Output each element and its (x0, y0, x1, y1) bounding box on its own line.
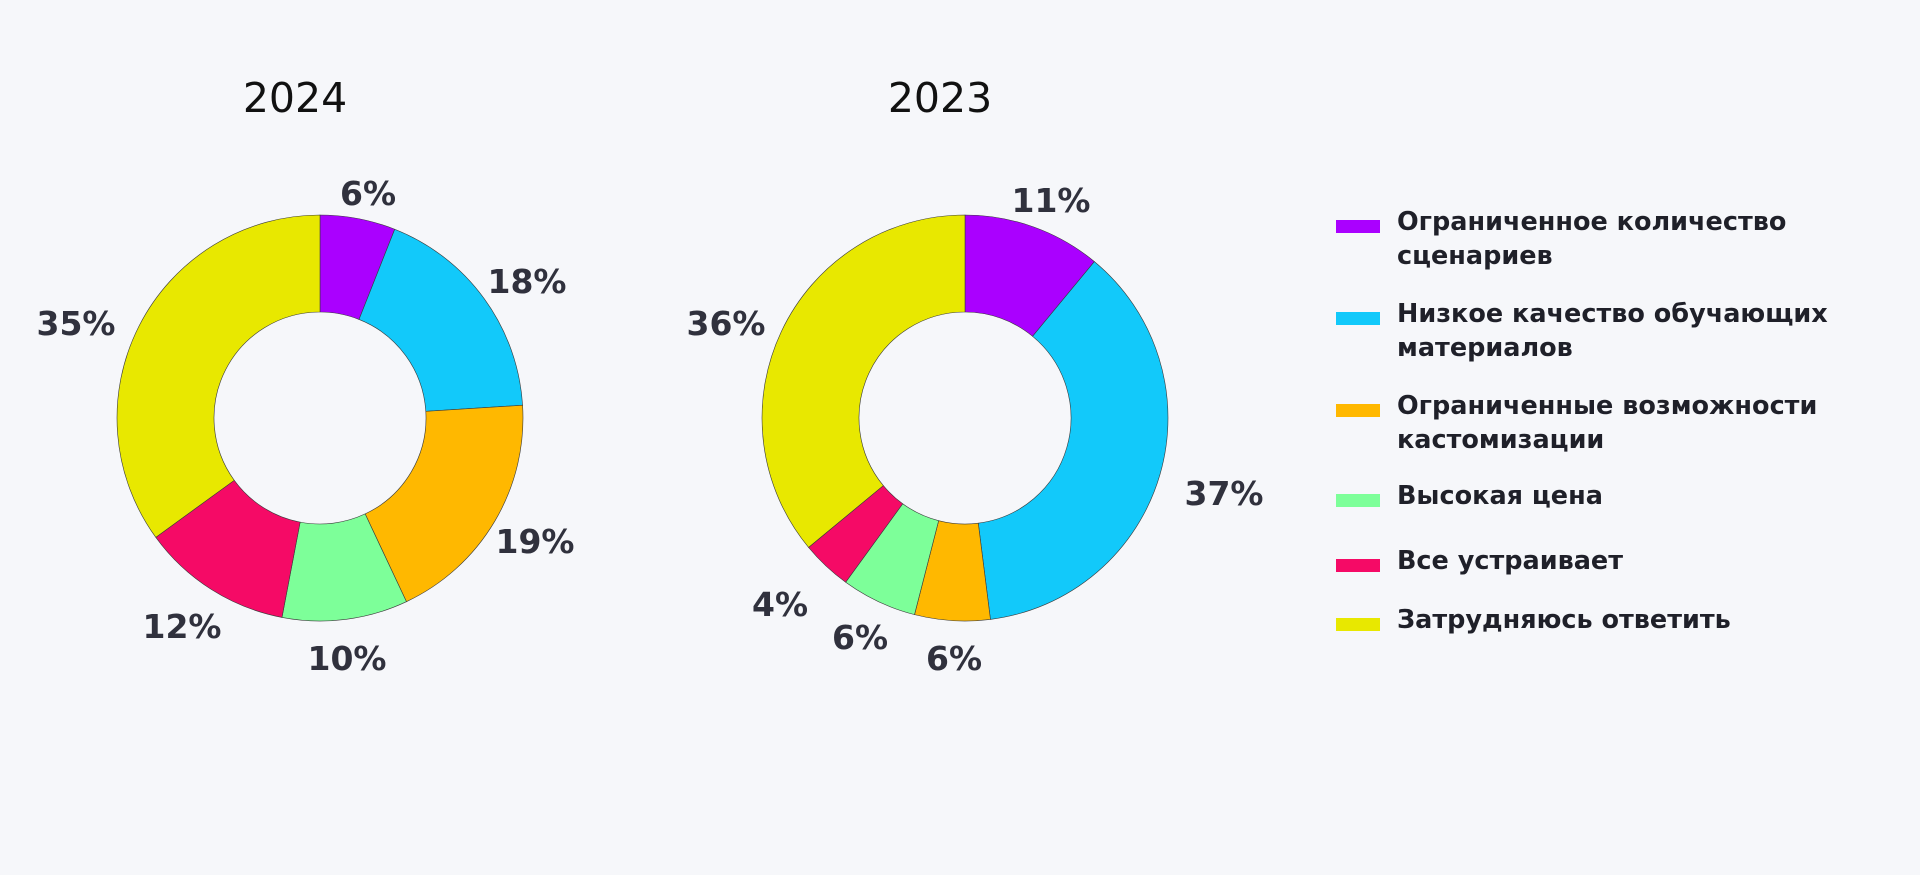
legend-label: Затрудняюсь ответить (1397, 605, 1731, 635)
legend-item: Низкое качество обучающих материалов (1336, 297, 1896, 365)
donut-chart-2024: 2024 6% 18% 19% 10% 12% 35% (37, 74, 575, 678)
donut-slice (358, 228, 523, 412)
legend-swatch (1336, 312, 1380, 325)
legend-swatch (1336, 559, 1380, 572)
donut-chart-2023: 2023 11% 37% 6% 6% 4% 36% (687, 74, 1264, 678)
legend-label: кастомизации (1397, 425, 1605, 455)
donut-slice (364, 404, 524, 603)
legend-item: Ограниченное количество сценариев (1336, 205, 1896, 273)
data-label: 36% (687, 304, 766, 343)
legend-label: Все устраивает (1397, 546, 1623, 576)
legend-item: Все устраивает (1336, 544, 1896, 578)
legend-label: Ограниченное количество (1397, 207, 1787, 237)
legend-item: Затрудняюсь ответить (1336, 603, 1896, 637)
data-label: 37% (1185, 474, 1264, 513)
legend-item: Ограниченные возможности кастомизации (1336, 389, 1896, 457)
data-label: 18% (488, 262, 567, 301)
legend-swatch (1336, 494, 1380, 507)
legend-label: Высокая цена (1397, 481, 1603, 511)
legend-label: Ограниченные возможности (1397, 391, 1818, 421)
data-label: 35% (37, 304, 116, 343)
data-label: 6% (340, 174, 396, 213)
data-label: 10% (308, 639, 387, 678)
data-label: 6% (832, 618, 888, 657)
data-label: 4% (752, 585, 808, 624)
chart-title: 2024 (243, 74, 347, 122)
legend-label: сценариев (1397, 241, 1553, 271)
donut-slice (116, 214, 321, 538)
donut-slice (761, 214, 966, 548)
legend-swatch (1336, 404, 1380, 417)
legend-label: Низкое качество обучающих (1397, 299, 1828, 329)
data-label: 6% (926, 639, 982, 678)
legend-swatch (1336, 618, 1380, 631)
legend-label: материалов (1397, 333, 1573, 363)
data-label: 12% (143, 607, 222, 646)
donut-slice (977, 261, 1169, 620)
data-label: 11% (1012, 181, 1091, 220)
chart-title: 2023 (888, 74, 992, 122)
legend: Ограниченное количество сценариев Низкое к… (1336, 205, 1896, 637)
data-label: 19% (496, 522, 575, 561)
legend-swatch (1336, 220, 1380, 233)
legend-item: Высокая цена (1336, 479, 1896, 513)
